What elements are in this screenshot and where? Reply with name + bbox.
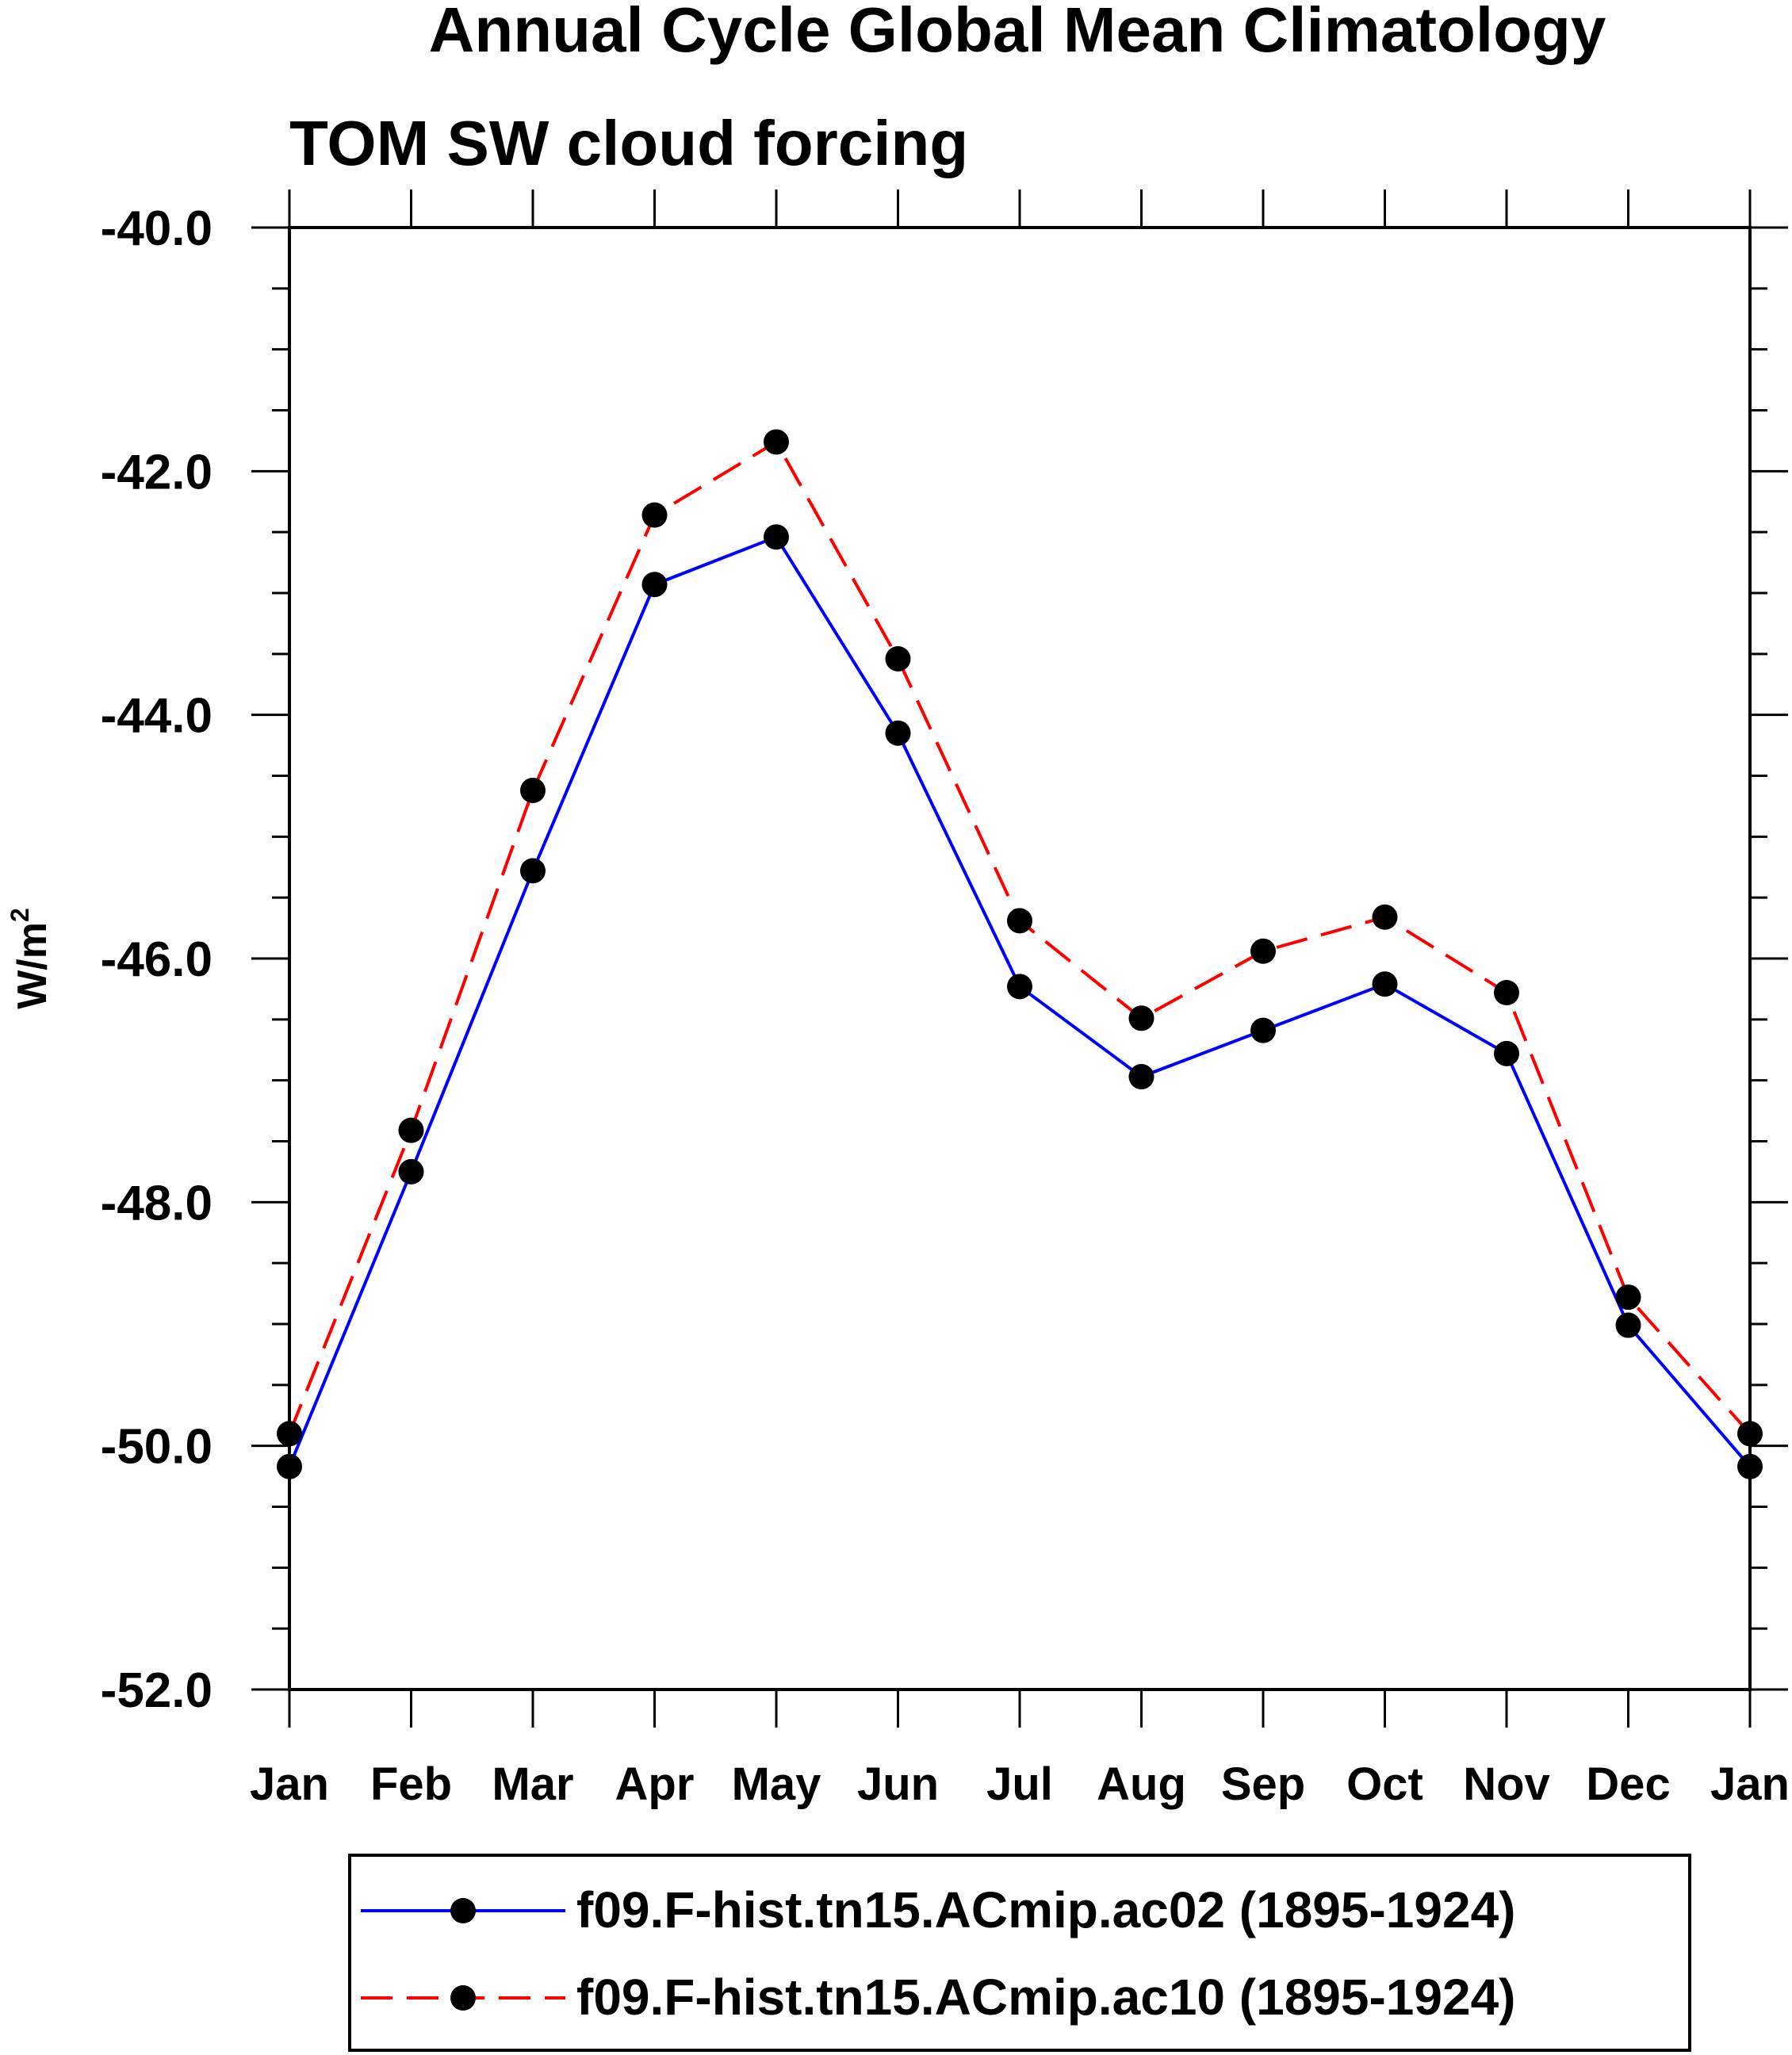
series-2-point — [641, 502, 668, 528]
x-tick-label: Jan — [250, 1758, 329, 1810]
y-tick-label: -50.0 — [101, 1420, 213, 1475]
series-1-point — [277, 1453, 302, 1479]
series-2-point — [1007, 908, 1032, 934]
y-axis-ticks: -40.0 -42.0 -44.0 -46.0 -48.0 -50.0 -52.0 — [101, 201, 1788, 1718]
chart-title: Annual Cycle Global Mean Climatology — [429, 0, 1606, 65]
x-tick-label: May — [732, 1758, 821, 1810]
x-tick-label: Mar — [492, 1758, 573, 1810]
series-1-point — [1372, 971, 1398, 997]
x-tick-label: Aug — [1097, 1758, 1186, 1810]
series-2-point — [1372, 904, 1398, 930]
series-1-point — [1494, 1040, 1519, 1066]
series-2-point — [1250, 938, 1276, 964]
y-tick-label: -42.0 — [101, 445, 213, 499]
legend-marker-1 — [450, 1898, 476, 1923]
y-tick-label: -52.0 — [101, 1663, 213, 1718]
series-1-point — [398, 1158, 424, 1184]
series-2-point — [1737, 1421, 1763, 1447]
series-2-point — [277, 1421, 302, 1447]
series-1-point — [1250, 1017, 1276, 1043]
y-tick-label: -46.0 — [101, 932, 213, 987]
legend: f09.F-hist.tn15.ACmip.ac02 (1895-1924) f… — [348, 1854, 1691, 2052]
y-tick-label: -48.0 — [101, 1176, 213, 1230]
x-tick-label: Oct — [1346, 1758, 1423, 1810]
x-tick-label: Feb — [370, 1758, 452, 1810]
x-tick-label: Apr — [615, 1758, 695, 1810]
y-tick-label: -40.0 — [101, 201, 213, 256]
plot-frame — [288, 226, 1752, 1691]
legend-label-1: f09.F-hist.tn15.ACmip.ac02 (1895-1924) — [576, 1881, 1515, 1938]
series-1-point — [885, 720, 911, 746]
legend-label-2: f09.F-hist.tn15.ACmip.ac10 (1895-1924) — [576, 1969, 1515, 2026]
legend-box — [348, 1854, 1691, 2052]
y-axis-label-superscript: 2 — [6, 908, 34, 922]
series-1-point — [641, 572, 668, 598]
y-axis-label: W/m2 — [6, 908, 56, 1009]
series-2-point — [398, 1117, 424, 1143]
series-1-point — [764, 524, 789, 550]
x-axis-ticks: Jan Feb Mar Apr May Jun Jul Aug Sep Oct Nov Dec Jan — [250, 189, 1790, 1810]
x-tick-label: Jul — [986, 1758, 1053, 1810]
series-1-point — [1007, 974, 1032, 1000]
series-1-point — [1128, 1064, 1154, 1090]
series-2-point — [520, 777, 546, 803]
x-tick-label: Jan — [1710, 1758, 1790, 1810]
series-2-point — [1615, 1284, 1641, 1311]
series-2-point — [1494, 980, 1519, 1006]
series-2-point — [1128, 1005, 1154, 1031]
y-axis-label-base: W/m — [10, 922, 56, 1009]
x-tick-label: Jun — [857, 1758, 939, 1810]
x-tick-label: Dec — [1586, 1758, 1670, 1810]
x-tick-label: Sep — [1221, 1758, 1305, 1810]
series-line-1 — [288, 534, 1752, 1468]
series-line-2 — [288, 439, 1752, 1435]
chart-subtitle: TOM SW cloud forcing — [289, 108, 968, 178]
y-tick-label: -44.0 — [101, 689, 213, 744]
legend-marker-2 — [450, 1985, 476, 2011]
series-2-point — [885, 645, 911, 672]
series-markers — [277, 429, 1763, 1479]
series-2-point — [764, 429, 789, 455]
series-1-point — [1615, 1312, 1641, 1338]
series-1-point — [1737, 1453, 1763, 1479]
series-lines — [288, 439, 1752, 1468]
series-1-point — [520, 858, 546, 884]
x-tick-label: Nov — [1463, 1758, 1550, 1810]
